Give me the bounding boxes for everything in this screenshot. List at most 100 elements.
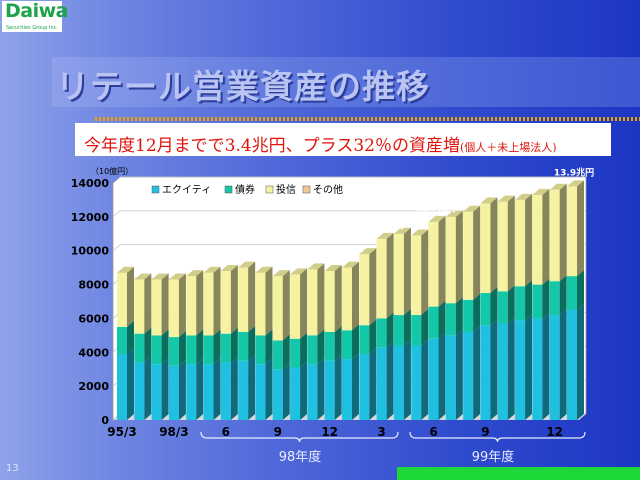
legend-label: その他 [313, 183, 343, 196]
bar-top [515, 193, 533, 200]
bar-segment-side [577, 180, 584, 277]
bar-segment-side [196, 329, 204, 365]
gridline-diag [112, 210, 121, 218]
bar-segment-side [403, 227, 411, 316]
bar-segment [255, 364, 266, 420]
bar-segment [307, 335, 318, 365]
bar-top [203, 266, 221, 273]
x-tick-label: 9 [481, 425, 489, 439]
bar-segment-side [178, 331, 186, 366]
bar-top [117, 266, 134, 273]
bar-segment-side [455, 210, 463, 304]
y-tick-label: 10000 [71, 245, 110, 258]
bar-top [186, 270, 204, 277]
bar-segment-side [577, 303, 584, 420]
bar-segment [324, 331, 335, 361]
gridline-diag [112, 244, 121, 251]
bar-segment-side [265, 358, 273, 420]
bar-segment [117, 353, 127, 420]
bar-segment-side [161, 358, 169, 420]
bar-segment [272, 340, 283, 370]
bar-top [376, 232, 394, 239]
bar-segment-side [334, 354, 342, 420]
y-tick-label: 0 [101, 414, 109, 427]
bar-segment-side [213, 266, 221, 336]
group-label-98: 98年度 [279, 449, 322, 465]
bar-top [134, 273, 152, 280]
bar-segment [117, 326, 127, 354]
bar-segment [342, 330, 352, 360]
bar-segment [168, 337, 179, 366]
bar-top [532, 188, 550, 195]
x-tick-label: 12 [546, 425, 563, 439]
bar-segment-side [455, 297, 463, 336]
bar-segment [480, 325, 491, 420]
bar-segment [359, 353, 370, 420]
bar-segment-side [490, 287, 498, 326]
legend-swatch [265, 185, 274, 194]
total-annotation: 8.5兆円 [159, 259, 193, 271]
bar-segment [220, 271, 231, 334]
bar-segment [203, 272, 214, 336]
bar-top [480, 197, 498, 204]
bar-segment-side [352, 324, 359, 360]
bar-segment-side [403, 339, 411, 420]
bar-segment [549, 281, 560, 316]
bar-segment [549, 189, 560, 282]
bar-segment-side [300, 268, 308, 339]
bar-segment-side [490, 197, 498, 294]
bar-segment [186, 364, 197, 420]
bar-segment-side [230, 327, 238, 363]
x-tick-label: 95/3 [107, 425, 136, 439]
bar-top [463, 205, 481, 212]
legend-label: 債券 [235, 183, 255, 196]
bar-segment [480, 293, 491, 326]
x-tick-label: 6 [222, 425, 230, 439]
bar-segment [463, 299, 474, 332]
bar-segment-side [230, 356, 238, 420]
bar-segment-side [161, 273, 169, 336]
bar-segment [203, 335, 214, 365]
y-tick-label: 8000 [78, 279, 109, 292]
bar-segment [359, 325, 370, 354]
bar-segment [220, 362, 231, 420]
bar-segment [307, 364, 318, 420]
bar-segment-side [455, 329, 463, 420]
bar-segment-side [525, 280, 533, 321]
page-number: 13 [6, 463, 19, 474]
title-band [52, 57, 640, 107]
bar-segment-side [248, 325, 256, 361]
bar-segment [411, 235, 422, 316]
logo-wordmark: Daiwa [5, 0, 68, 22]
bar-segment [567, 276, 577, 310]
bar-top [220, 265, 238, 272]
bar-top [342, 261, 359, 268]
bar-segment-side [334, 265, 342, 332]
page-title: リテール営業資産の推移 [56, 67, 430, 106]
bar-segment [117, 272, 127, 327]
bar-segment-side [317, 263, 325, 336]
bar-segment-side [403, 309, 411, 346]
legend-swatch [151, 185, 160, 194]
bar-segment [532, 194, 543, 285]
bar-segment-side [559, 309, 567, 420]
y-tick-label: 12000 [71, 211, 110, 224]
bar-segment-side [559, 275, 567, 316]
legend-label: 投信 [276, 183, 296, 196]
bar-segment [428, 221, 439, 307]
bar-segment [497, 291, 508, 324]
legend-swatch [302, 185, 311, 194]
bar-segment-side [144, 327, 152, 363]
bar-top [411, 229, 429, 236]
bar-segment [290, 338, 301, 368]
bar-segment [359, 254, 370, 326]
bar-segment [238, 331, 249, 361]
bar-segment-side [178, 359, 186, 420]
group-brace-99 [409, 431, 586, 443]
bar-segment-side [144, 273, 152, 334]
bar-segment-side [352, 353, 359, 420]
bar-top [445, 210, 463, 217]
bar-segment-side [473, 325, 481, 420]
bar-segment [515, 320, 526, 420]
